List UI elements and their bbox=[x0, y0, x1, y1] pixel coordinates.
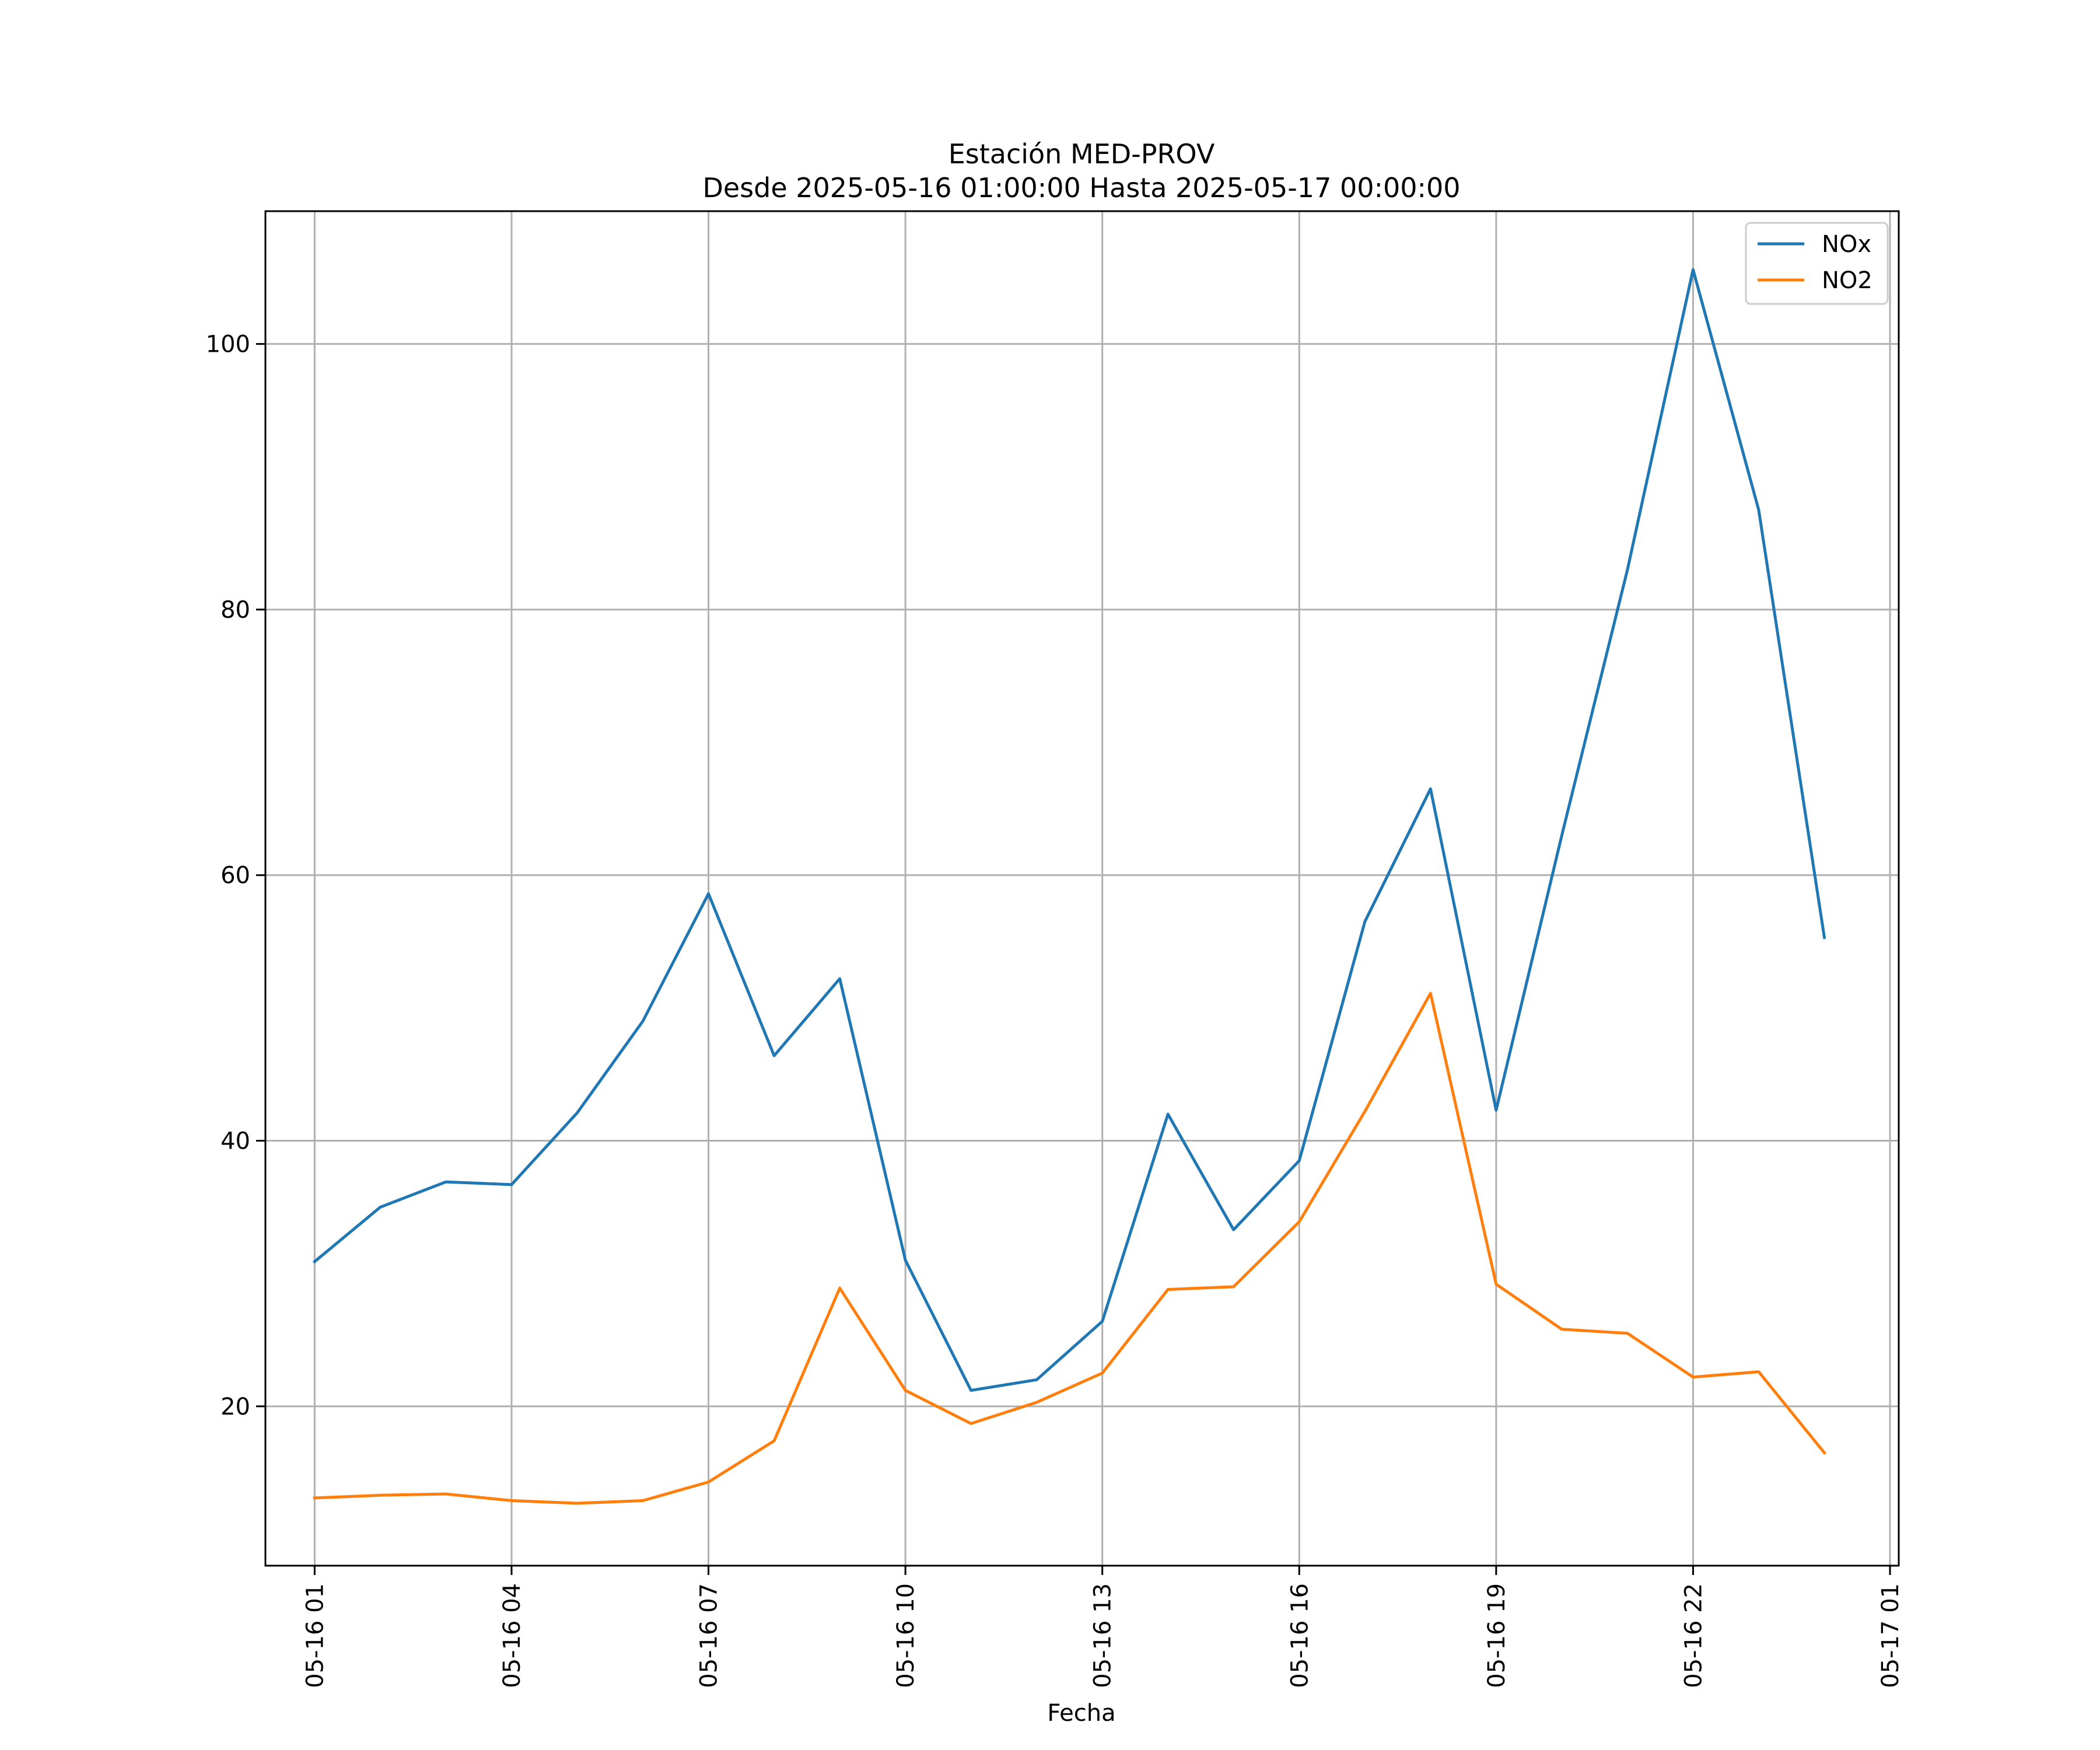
x-tick-label: 05-16 01 bbox=[302, 1583, 328, 1688]
y-tick-label: 40 bbox=[220, 1128, 250, 1155]
x-tick-label: 05-16 04 bbox=[499, 1583, 526, 1688]
x-tick-label: 05-16 13 bbox=[1090, 1583, 1116, 1688]
grid bbox=[265, 211, 1899, 1566]
chart-subtitle: Desde 2025-05-16 01:00:00 Hasta 2025-05-… bbox=[702, 172, 1460, 204]
x-tick-label: 05-16 22 bbox=[1680, 1583, 1707, 1688]
plot-area bbox=[265, 211, 1899, 1566]
x-tick-label: 05-16 07 bbox=[696, 1583, 723, 1688]
y-tick-label: 80 bbox=[220, 597, 250, 624]
y-tick-label: 20 bbox=[220, 1394, 250, 1420]
x-tick-label: 05-16 16 bbox=[1286, 1583, 1313, 1688]
y-tick-label: 100 bbox=[206, 331, 250, 358]
chart-title: Estación MED-PROV bbox=[949, 138, 1215, 170]
x-tick-label: 05-16 10 bbox=[892, 1583, 919, 1688]
series-line-nox bbox=[312, 268, 1826, 1392]
legend-label-no2: NO2 bbox=[1822, 267, 1873, 294]
plot-frame bbox=[264, 210, 1900, 1567]
x-tick-label: 05-16 19 bbox=[1483, 1583, 1510, 1688]
x-axis-label: Fecha bbox=[1047, 1700, 1115, 1727]
series-layer bbox=[312, 268, 1827, 1505]
y-tick-label: 60 bbox=[220, 862, 250, 889]
x-tick-label: 05-17 01 bbox=[1877, 1583, 1904, 1688]
legend-label-nox: NOx bbox=[1822, 231, 1871, 258]
series-line-no2 bbox=[313, 992, 1827, 1505]
axes: 05-16 01 05-16 04 05-16 07 05-16 10 05-16 13… bbox=[206, 331, 1904, 1688]
legend: NOx NO2 bbox=[1745, 222, 1889, 305]
